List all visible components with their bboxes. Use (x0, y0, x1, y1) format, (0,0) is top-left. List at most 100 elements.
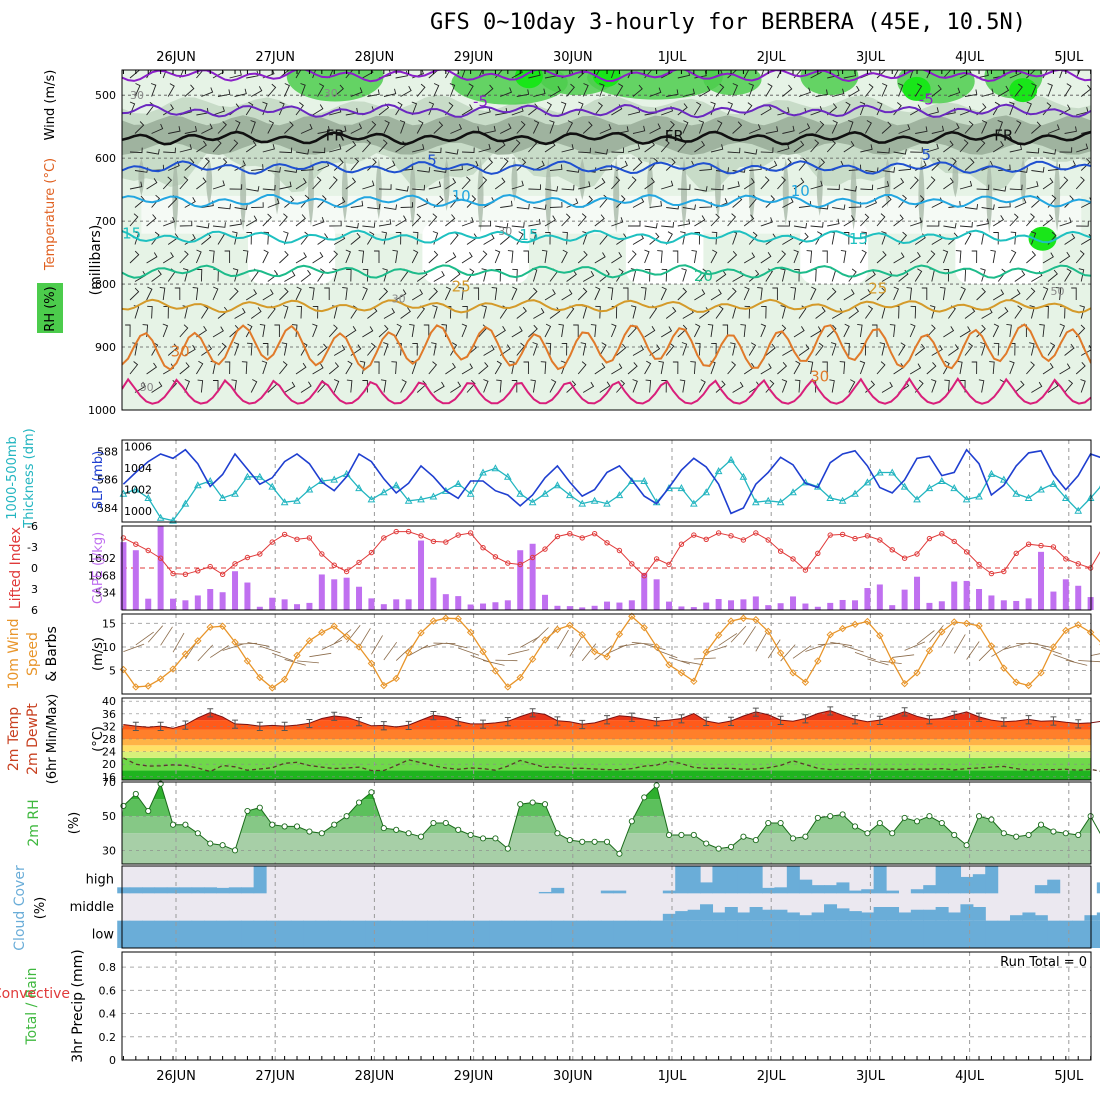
wind-barb (192, 287, 199, 301)
cloud-low-bar (352, 920, 366, 948)
cape-bar (740, 599, 747, 610)
wind-barb (245, 215, 258, 227)
wind-barb (201, 344, 213, 356)
cape-bar (418, 540, 425, 610)
wind-barb (898, 194, 907, 208)
thickness-point (553, 481, 562, 489)
wind-barb (267, 167, 281, 173)
wind-barb (262, 249, 269, 264)
wind-barb (793, 223, 808, 229)
rh-contour-label: 30 (392, 292, 406, 305)
wind-barb (262, 184, 276, 191)
wind-barb (649, 344, 661, 356)
cloud-middle-bar (799, 915, 813, 921)
wind-barb (839, 361, 846, 375)
pressure-tick-label: 1000 (88, 404, 116, 417)
wind-barb (358, 250, 365, 264)
rh-band (122, 833, 1091, 864)
wind-barb (278, 101, 285, 116)
cloud-low-bar (935, 920, 949, 948)
wind-barb-10m (892, 654, 915, 658)
wind-barb (610, 323, 617, 338)
wind-barb (777, 362, 788, 375)
cloud-high-bar (1047, 879, 1061, 894)
wind-barb (245, 289, 258, 301)
cloud-high-bar (774, 887, 788, 894)
cloud-low-bar (700, 920, 714, 948)
wind-speed-point (838, 624, 847, 633)
temp-minmax-bar (182, 720, 189, 730)
thickness-point (677, 484, 686, 492)
wind-barb-10m (408, 644, 429, 657)
rh-point (814, 814, 821, 821)
wind-barb (133, 231, 140, 245)
wind-barb (644, 223, 658, 229)
wind-barb (279, 181, 292, 190)
isotherm-label: FR (326, 127, 345, 145)
rh-point (641, 794, 648, 801)
wind-barb (345, 140, 357, 153)
wind-barb (167, 83, 175, 97)
rh-point (603, 838, 611, 845)
wind-barb (1075, 362, 1086, 375)
wind-barb (599, 381, 611, 393)
temp-band (122, 751, 1091, 758)
wind-barb (499, 123, 512, 134)
wind-barb (810, 222, 824, 228)
wind-barb (496, 379, 502, 393)
wind-speed-point (640, 623, 648, 632)
cloud-high-bar (538, 891, 552, 894)
wind-barb (362, 180, 375, 190)
li-point (269, 539, 275, 545)
wind-barb (279, 361, 288, 375)
wind-barb (231, 379, 237, 393)
wind-barb (532, 120, 540, 134)
wind-barb (810, 70, 822, 79)
thickness-point (838, 496, 847, 504)
wind-barb (195, 249, 202, 264)
wind-barb (162, 176, 173, 190)
wind-barb (1014, 270, 1026, 282)
date-label-top: 5JUL (1054, 50, 1084, 65)
wind-barb (549, 120, 555, 134)
isotherm-label: 15 (122, 225, 141, 243)
wind-barb (549, 164, 563, 171)
wind-speed-point (950, 618, 958, 626)
cloud-low-bar (241, 920, 255, 948)
wind-barb (1039, 324, 1045, 338)
wind-barb (1026, 213, 1035, 227)
wind-barb (1071, 287, 1077, 300)
temp-minmax-bar (430, 711, 437, 721)
cape-tick-label: 534 (95, 587, 116, 600)
cloud-low-bar (340, 920, 354, 948)
wind-barb (860, 184, 874, 191)
rh-shade-plume (714, 158, 721, 219)
thickness-point (367, 495, 376, 503)
thickness-point (689, 499, 698, 507)
wind-barb (649, 87, 662, 97)
wind-barb (1064, 343, 1075, 356)
li-point (1050, 544, 1057, 550)
wind-barb (782, 84, 793, 97)
wind-barb (840, 249, 847, 264)
cloud-low-bar (204, 920, 218, 948)
wind-barb-10m (458, 647, 480, 656)
wind-barb (944, 379, 950, 393)
wind-barb (411, 249, 419, 264)
wind-speed-point (169, 665, 177, 673)
thickness-point (665, 484, 673, 492)
wind-barb (772, 287, 778, 300)
cape-bar (157, 526, 164, 610)
wind-barb (378, 287, 389, 301)
wind-barb (727, 181, 740, 190)
cape-bar (492, 602, 499, 610)
cape-bar (294, 604, 301, 610)
rh-point (417, 833, 425, 840)
wind-barb (677, 287, 688, 301)
wind-barb (428, 361, 438, 375)
rh-contour-label: 30 (498, 225, 512, 238)
wind-barb (245, 140, 257, 153)
wind-speed-point (888, 657, 896, 665)
temp-minmax-bar (703, 716, 710, 726)
